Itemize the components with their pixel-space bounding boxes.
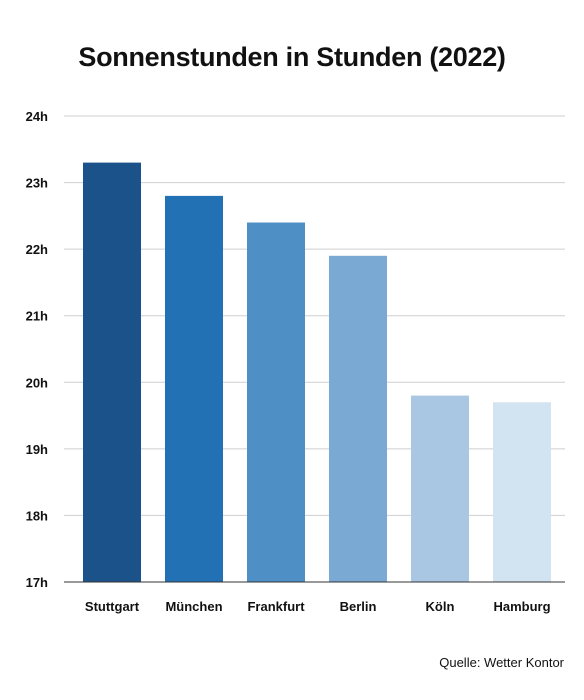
y-tick-label: 17h: [26, 575, 48, 590]
bar-berlin: [329, 255, 387, 583]
x-category-label: Stuttgart: [85, 599, 140, 614]
y-tick-label: 24h: [26, 109, 48, 124]
bar-stuttgart: [83, 162, 141, 582]
y-tick-label: 20h: [26, 375, 48, 390]
bar-m-nchen: [165, 195, 223, 582]
y-axis-tick-labels: 17h 18h 19h 20h 21h 22h 23h 24h: [26, 109, 48, 590]
x-category-label: Köln: [426, 599, 455, 614]
bar-frankfurt: [247, 222, 305, 582]
y-tick-label: 23h: [26, 176, 48, 191]
x-axis-category-labels: Stuttgart München Frankfurt Berlin Köln Hambu…: [85, 599, 551, 614]
chart-title: Sonnenstunden in Stunden (2022): [78, 42, 506, 72]
y-tick-label: 21h: [26, 309, 48, 324]
x-category-label: München: [165, 599, 222, 614]
bar-k-ln: [411, 395, 469, 582]
bar-hamburg: [493, 402, 551, 582]
y-tick-label: 19h: [26, 442, 48, 457]
x-category-label: Frankfurt: [247, 599, 305, 614]
source-note: Quelle: Wetter Kontor: [439, 655, 564, 670]
y-tick-label: 18h: [26, 508, 48, 523]
bars: [83, 162, 551, 583]
y-tick-label: 22h: [26, 242, 48, 257]
x-category-label: Hamburg: [493, 599, 550, 614]
x-category-label: Berlin: [340, 599, 377, 614]
